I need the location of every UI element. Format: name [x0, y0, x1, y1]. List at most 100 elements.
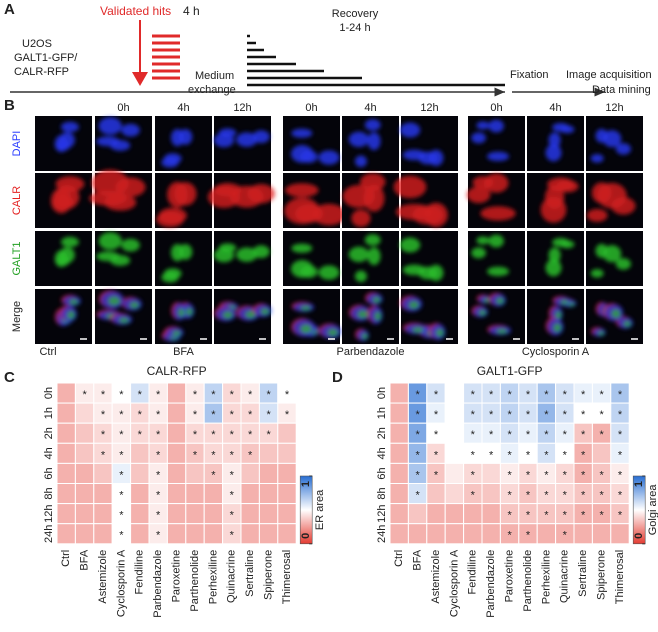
heatmap-cell — [463, 503, 483, 525]
significance-star: * — [526, 429, 531, 441]
row-label: 6h — [43, 467, 55, 479]
cell — [412, 327, 424, 333]
column-label: Perhexiline — [207, 550, 219, 604]
cell — [555, 311, 562, 320]
significance-star: * — [415, 449, 420, 461]
heatmap-cell — [277, 442, 297, 464]
time-point-label: 4h — [177, 102, 189, 114]
channel-label: GALT1 — [11, 241, 23, 275]
time-point-label: 0h — [490, 102, 502, 114]
significance-star: * — [526, 469, 531, 481]
significance-star: * — [156, 429, 161, 441]
cell-signal — [399, 237, 444, 282]
row-label: 8h — [376, 487, 388, 499]
cell — [348, 131, 369, 148]
cell-signal — [54, 294, 81, 327]
significance-star: * — [471, 409, 476, 421]
heatmap-cell — [185, 503, 205, 525]
diagram-text: Medium — [195, 70, 234, 82]
cell-signal — [471, 119, 510, 162]
cell — [486, 151, 510, 162]
significance-star: * — [526, 409, 531, 421]
column-label: Spiperone — [596, 550, 608, 600]
heatmap-cell — [56, 442, 76, 464]
chart-title: CALR-RFP — [147, 364, 207, 378]
heatmap-cell — [203, 483, 224, 505]
heatmap-cell — [240, 462, 260, 484]
heatmap-cell — [481, 483, 501, 505]
cell-signal — [290, 243, 340, 280]
diagram-text: 1-24 h — [339, 22, 370, 34]
heatmap-cell — [74, 402, 95, 424]
diagram-text: exchange — [188, 84, 236, 96]
cell — [290, 145, 314, 163]
significance-star: * — [434, 469, 439, 481]
cell — [488, 234, 504, 248]
cell-signal — [213, 243, 270, 263]
cell — [247, 183, 275, 204]
heatmap-cell — [240, 503, 260, 525]
heatmap-cell — [591, 523, 612, 545]
treatment-lines — [152, 34, 180, 80]
cell — [402, 149, 426, 161]
cell — [496, 329, 508, 334]
column-label: Ctrl — [60, 550, 72, 567]
significance-star: * — [230, 449, 235, 461]
cell — [121, 238, 140, 252]
cell — [98, 232, 122, 250]
row-label: 0h — [376, 387, 388, 399]
heatmap-cell — [258, 462, 279, 484]
significance-star: * — [415, 409, 420, 421]
significance-star: * — [119, 510, 124, 522]
significance-star: * — [599, 409, 604, 421]
cell-signal — [156, 181, 197, 228]
column-label: Sertraline — [577, 550, 589, 597]
cell-signal — [54, 121, 79, 153]
significance-star: * — [434, 409, 439, 421]
row-label: 1h — [376, 407, 388, 419]
diagram-text: Image acquisition — [566, 69, 652, 81]
cell-signal — [290, 128, 340, 165]
heatmap-cell — [277, 483, 297, 505]
heatmap-cell — [203, 503, 224, 525]
cell — [284, 197, 320, 225]
cell — [367, 132, 381, 151]
cell — [586, 208, 608, 222]
significance-star: * — [211, 409, 216, 421]
column-label: Fendiline — [134, 550, 146, 595]
heatmap-cell — [389, 382, 409, 404]
cell — [163, 268, 182, 279]
cell — [428, 264, 444, 282]
cell — [476, 236, 490, 245]
diagram-text: Fixation — [510, 69, 549, 81]
significance-star: * — [119, 389, 124, 401]
cell-signal — [96, 290, 142, 325]
colorbar-tick-label: 1 — [633, 481, 645, 487]
cell-signal — [89, 169, 146, 211]
significance-star: * — [489, 429, 494, 441]
significance-star: * — [193, 449, 198, 461]
cell-signal — [213, 128, 270, 148]
heatmap-cell — [389, 503, 409, 525]
cell — [318, 265, 340, 280]
cell-signal — [342, 173, 386, 227]
significance-star: * — [507, 429, 512, 441]
cell — [408, 301, 420, 309]
heatmap-cell — [166, 382, 187, 404]
column-label: Ctrl — [393, 550, 405, 567]
significance-star: * — [618, 389, 623, 401]
column-label: Thimerosal — [281, 550, 293, 604]
time-point-label: 0h — [117, 102, 129, 114]
heatmap-cell — [536, 523, 557, 545]
cell — [300, 305, 312, 311]
cell — [424, 202, 448, 228]
cell — [110, 255, 131, 266]
heatmap-cell — [481, 462, 501, 484]
cell — [395, 203, 433, 220]
heatmap-cell — [203, 523, 224, 545]
significance-star: * — [544, 449, 549, 461]
cell — [602, 130, 622, 148]
cell — [480, 206, 516, 221]
time-point-label: 4h — [364, 102, 376, 114]
